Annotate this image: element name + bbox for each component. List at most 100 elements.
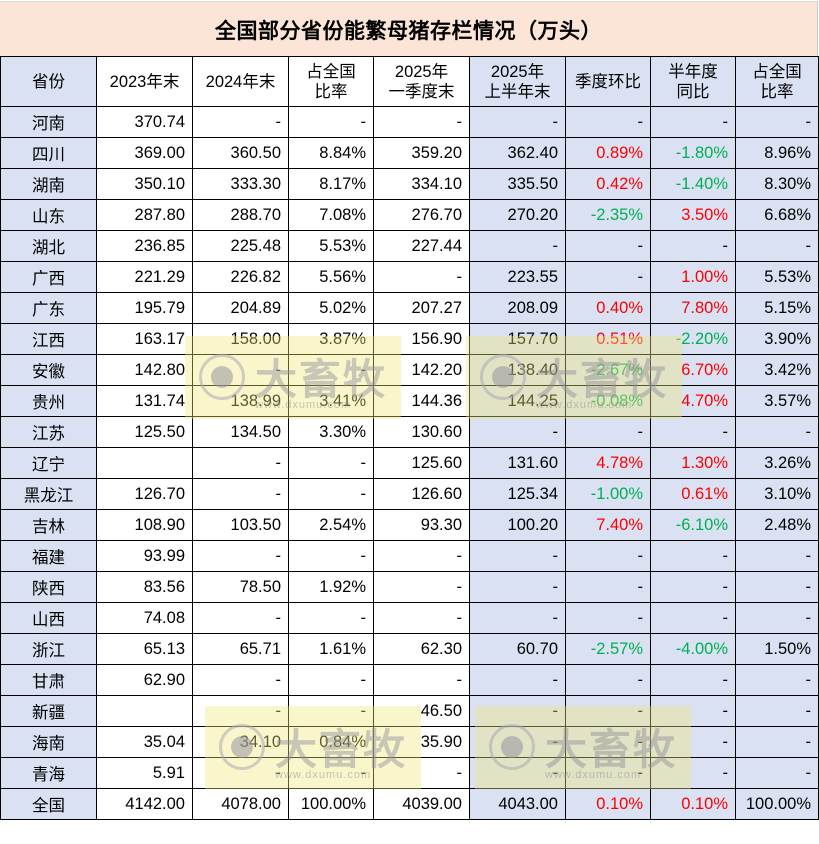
cell-yoy: - [650, 540, 736, 572]
header-h1-2025: 2025年 上半年末 [469, 56, 566, 107]
cell-h1-2025: - [469, 106, 566, 138]
cell-h1-2025: 157.70 [469, 323, 566, 355]
cell-h1-2025: - [469, 571, 566, 603]
cell-share-h1: 3.42% [735, 354, 819, 386]
cell-qoq: - [565, 757, 651, 789]
cell-yoy: - [650, 230, 736, 262]
cell-yoy: -2.20% [650, 323, 736, 355]
table-row: 全国 4142.00 4078.00 100.00% 4039.00 4043.00 0.1… [0, 788, 819, 820]
cell-end-2023: 131.74 [96, 385, 193, 417]
cell-yoy: - [650, 602, 736, 634]
cell-qoq: - [565, 602, 651, 634]
cell-end-2024: 288.70 [192, 199, 289, 231]
cell-province: 海南 [0, 726, 97, 758]
cell-yoy: -6.10% [650, 509, 736, 541]
cell-h1-2025: 144.25 [469, 385, 566, 417]
cell-yoy: 1.30% [650, 447, 736, 479]
cell-province: 广西 [0, 261, 97, 293]
cell-qoq: -2.67% [565, 354, 651, 386]
cell-province: 安徽 [0, 354, 97, 386]
cell-province: 黑龙江 [0, 478, 97, 510]
cell-end-2023: 195.79 [96, 292, 193, 324]
cell-province: 山东 [0, 199, 97, 231]
cell-end-2023: 287.80 [96, 199, 193, 231]
cell-end-2023: 142.80 [96, 354, 193, 386]
table-row: 山西 74.08- - - - - - - [0, 602, 819, 634]
cell-province: 四川 [0, 137, 97, 169]
cell-share-2024: - [288, 478, 374, 510]
cell-end-2024: 204.89 [192, 292, 289, 324]
sow-inventory-table: 省份 2023年末 2024年末 占全国 比率 2025年 一季度末 2025年 上半… [0, 56, 819, 820]
cell-share-2024: 8.17% [288, 168, 374, 200]
cell-province: 新疆 [0, 695, 97, 727]
cell-yoy: 7.80% [650, 292, 736, 324]
cell-province: 青海 [0, 757, 97, 789]
cell-yoy: -4.00% [650, 633, 736, 665]
cell-qoq: - [565, 261, 651, 293]
cell-qoq: - [565, 416, 651, 448]
cell-h1-2025: - [469, 602, 566, 634]
cell-end-2024: - [192, 695, 289, 727]
cell-qoq: - [565, 571, 651, 603]
cell-share-2024: - [288, 757, 374, 789]
cell-end-2024: - [192, 106, 289, 138]
table-row: 吉林 108.90 103.50 2.54% 93.30 100.20 7.40% -6.10… [0, 509, 819, 541]
cell-q1-2025: 93.30 [373, 509, 470, 541]
cell-share-h1: 3.26% [735, 447, 819, 479]
cell-qoq: -2.57% [565, 633, 651, 665]
cell-province: 辽宁 [0, 447, 97, 479]
cell-province: 浙江 [0, 633, 97, 665]
cell-yoy: 1.00% [650, 261, 736, 293]
cell-h1-2025: 125.34 [469, 478, 566, 510]
cell-qoq: - [565, 540, 651, 572]
cell-province: 江西 [0, 323, 97, 355]
cell-qoq: - [565, 726, 651, 758]
cell-end-2024: 333.30 [192, 168, 289, 200]
cell-h1-2025: 4043.00 [469, 788, 566, 820]
table-row: 广西 221.29 226.82 5.56% -223.55-1.00% 5.53% [0, 261, 819, 293]
cell-qoq: 0.40% [565, 292, 651, 324]
cell-end-2023: 65.13 [96, 633, 193, 665]
cell-end-2024: 134.50 [192, 416, 289, 448]
cell-q1-2025: 276.70 [373, 199, 470, 231]
cell-qoq: 0.10% [565, 788, 651, 820]
cell-q1-2025: 144.36 [373, 385, 470, 417]
cell-share-h1: - [735, 664, 819, 696]
cell-province: 贵州 [0, 385, 97, 417]
cell-end-2023: 93.99 [96, 540, 193, 572]
table-row: 甘肃 62.90- - - - - - - [0, 664, 819, 696]
cell-share-2024: - [288, 447, 374, 479]
cell-share-2024: - [288, 602, 374, 634]
cell-share-h1: - [735, 757, 819, 789]
cell-province: 河南 [0, 106, 97, 138]
cell-province: 湖南 [0, 168, 97, 200]
cell-yoy: 0.10% [650, 788, 736, 820]
cell-h1-2025: - [469, 540, 566, 572]
cell-province: 广东 [0, 292, 97, 324]
cell-q1-2025: 125.60 [373, 447, 470, 479]
cell-qoq: - [565, 695, 651, 727]
cell-q1-2025: 359.20 [373, 137, 470, 169]
cell-share-2024: 1.92% [288, 571, 374, 603]
header-end-2023: 2023年末 [96, 56, 193, 107]
cell-end-2024: - [192, 664, 289, 696]
cell-province: 陕西 [0, 571, 97, 603]
cell-end-2023: 35.04 [96, 726, 193, 758]
cell-share-h1: 100.00% [735, 788, 819, 820]
cell-h1-2025: - [469, 664, 566, 696]
table-row: 陕西 83.56 78.50 1.92% - - - - - [0, 571, 819, 603]
cell-q1-2025: 156.90 [373, 323, 470, 355]
cell-yoy: - [650, 726, 736, 758]
header-yoy: 半年度 同比 [650, 56, 736, 107]
cell-end-2024: 4078.00 [192, 788, 289, 820]
cell-province: 福建 [0, 540, 97, 572]
cell-end-2023: 163.17 [96, 323, 193, 355]
cell-share-2024: 0.84% [288, 726, 374, 758]
cell-end-2024: 103.50 [192, 509, 289, 541]
cell-end-2024: - [192, 540, 289, 572]
cell-q1-2025: 62.30 [373, 633, 470, 665]
cell-share-h1: 3.57% [735, 385, 819, 417]
cell-end-2023: 370.74 [96, 106, 193, 138]
cell-yoy: - [650, 416, 736, 448]
cell-end-2023: 62.90 [96, 664, 193, 696]
